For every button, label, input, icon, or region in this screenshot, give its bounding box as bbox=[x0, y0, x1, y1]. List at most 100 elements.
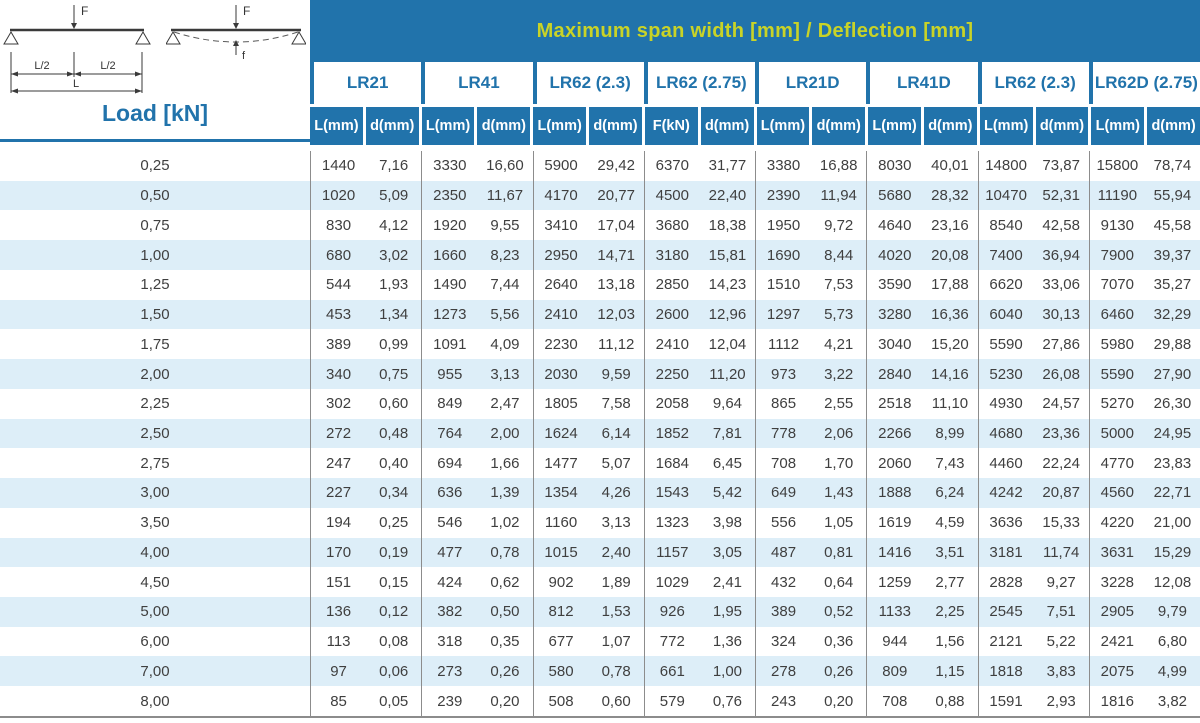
span-value-cell: 636 bbox=[437, 484, 463, 502]
value-group: 227 0,34 bbox=[310, 478, 421, 508]
value-columns-header: Maximum span width [mm] / Deflection [mm… bbox=[310, 0, 1200, 148]
value-group: 955 3,13 bbox=[421, 359, 532, 389]
deflection-value-cell: 4,99 bbox=[1157, 662, 1188, 680]
deflection-value-cell: 28,32 bbox=[931, 187, 969, 205]
value-group: 1297 5,73 bbox=[755, 299, 866, 330]
group-header-row: LR21 LR41 LR62 (2.3) LR62 (2.75) LR21D LR41D L… bbox=[310, 62, 1200, 104]
deflection-value-cell: 31,77 bbox=[708, 157, 747, 175]
span-value-cell: 772 bbox=[659, 633, 685, 651]
span-value-cell: 2250 bbox=[655, 365, 689, 383]
deflection-value-cell: 2,00 bbox=[490, 424, 520, 442]
span-value-cell: 5590 bbox=[989, 335, 1023, 353]
value-group: 1805 7,58 bbox=[532, 388, 644, 419]
span-value-cell: 453 bbox=[326, 306, 352, 324]
deflection-value-cell: 2,40 bbox=[601, 543, 631, 561]
span-value-cell: 8540 bbox=[989, 216, 1023, 234]
span-value-cell: 3380 bbox=[766, 157, 801, 175]
value-group: 7900 39,37 bbox=[1088, 240, 1200, 270]
value-group: 1510 7,53 bbox=[755, 269, 866, 300]
span-value-cell: 809 bbox=[882, 662, 908, 680]
span-value-cell: 955 bbox=[437, 365, 463, 383]
sub-header-group: L(mm) d(mm) bbox=[1091, 107, 1200, 145]
deflection-value-cell: 0,36 bbox=[824, 633, 854, 651]
deflection-value-cell: 55,94 bbox=[1153, 187, 1192, 205]
sub-header-cell: d(mm) bbox=[477, 107, 531, 145]
span-value-cell: 3330 bbox=[433, 157, 467, 175]
sub-header-cell: L(mm) bbox=[1091, 107, 1145, 145]
value-group: 382 0,50 bbox=[421, 597, 532, 627]
value-group: 2950 14,71 bbox=[532, 240, 644, 270]
value-group: 508 0,60 bbox=[532, 686, 644, 716]
column-group-label: LR62 (2.3) bbox=[977, 62, 1089, 104]
deflection-value-cell: 2,93 bbox=[1046, 692, 1076, 710]
span-value-cell: 5230 bbox=[989, 365, 1023, 383]
span-value-cell: 865 bbox=[771, 395, 797, 413]
deflection-value-cell: 27,90 bbox=[1153, 365, 1192, 383]
deflection-value-cell: 35,27 bbox=[1153, 276, 1192, 294]
value-group: 6460 32,29 bbox=[1088, 299, 1200, 330]
value-group: 4930 24,57 bbox=[977, 388, 1089, 419]
value-group: 708 0,88 bbox=[866, 686, 977, 716]
value-group: 830 4,12 bbox=[310, 210, 421, 241]
span-value-cell: 2850 bbox=[655, 276, 689, 294]
load-value-cell: 8,00 bbox=[140, 692, 170, 710]
value-group: 2350 11,67 bbox=[421, 180, 532, 211]
load-value-cell: 3,50 bbox=[140, 514, 170, 532]
value-group: 812 1,53 bbox=[532, 597, 644, 627]
column-group-label: LR62 (2.75) bbox=[643, 62, 755, 104]
span-value-cell: 1510 bbox=[766, 276, 801, 294]
span-value-cell: 136 bbox=[326, 603, 352, 621]
deflection-value-cell: 16,60 bbox=[486, 157, 524, 175]
span-value-cell: 1591 bbox=[989, 692, 1023, 710]
deflection-value-cell: 14,23 bbox=[708, 276, 747, 294]
value-group: 4460 22,24 bbox=[977, 448, 1089, 479]
value-group: 944 1,56 bbox=[866, 626, 977, 657]
deflection-value-cell: 0,81 bbox=[824, 543, 854, 561]
span-value-cell: 318 bbox=[437, 633, 463, 651]
value-group: 772 1,36 bbox=[643, 626, 755, 657]
span-value-cell: 3680 bbox=[655, 216, 689, 234]
deflection-value-cell: 42,58 bbox=[1042, 216, 1080, 234]
span-value-cell: 3636 bbox=[989, 514, 1023, 532]
value-group: 1160 3,13 bbox=[532, 507, 644, 538]
value-group: 6620 33,06 bbox=[977, 269, 1089, 300]
deflection-value-cell: 6,24 bbox=[935, 484, 965, 502]
span-value-cell: 5270 bbox=[1100, 395, 1134, 413]
value-group: 9130 45,58 bbox=[1088, 210, 1200, 241]
span-value-cell: 1619 bbox=[878, 514, 912, 532]
deflection-value-cell: 15,33 bbox=[1042, 514, 1080, 532]
value-group: 1440 7,16 bbox=[310, 151, 421, 181]
value-group: 2410 12,04 bbox=[643, 329, 755, 360]
deflection-value-cell: 15,20 bbox=[931, 335, 969, 353]
deflection-value-cell: 0,75 bbox=[379, 365, 409, 383]
span-value-cell: 4170 bbox=[544, 187, 578, 205]
load-value-cell: 5,00 bbox=[140, 603, 170, 621]
column-group-label: LR62 (2.3) bbox=[532, 62, 644, 104]
deflection-value-cell: 0,35 bbox=[490, 633, 520, 651]
value-group: 1323 3,98 bbox=[643, 507, 755, 538]
value-group: 1477 5,07 bbox=[532, 448, 644, 479]
value-group: 14800 73,87 bbox=[977, 151, 1089, 181]
span-value-cell: 2545 bbox=[989, 603, 1023, 621]
value-group: 1591 2,93 bbox=[977, 686, 1089, 716]
deflection-value-cell: 22,24 bbox=[1042, 454, 1080, 472]
column-group-label: LR41D bbox=[866, 62, 977, 104]
span-value-cell: 1816 bbox=[1100, 692, 1134, 710]
value-group: 1112 4,21 bbox=[755, 329, 866, 360]
sub-header-cell: L(mm) bbox=[533, 107, 587, 145]
deflection-value-cell: 0,20 bbox=[490, 692, 520, 710]
value-group: 302 0,60 bbox=[310, 388, 421, 419]
span-value-cell: 1440 bbox=[321, 157, 356, 175]
value-group: 2421 6,80 bbox=[1088, 626, 1200, 657]
span-value-cell: 3280 bbox=[878, 306, 912, 324]
sub-header-group: L(mm) d(mm) bbox=[310, 107, 419, 145]
sub-header-group: L(mm) d(mm) bbox=[868, 107, 977, 145]
table-body: 0,25 1440 7,16 3330 16,60 5900 29,42 6370 31,77 3… bbox=[0, 148, 1200, 716]
span-value-cell: 2058 bbox=[655, 395, 689, 413]
span-value-cell: 432 bbox=[771, 573, 797, 591]
value-group: 477 0,78 bbox=[421, 537, 532, 568]
value-group: 1015 2,40 bbox=[532, 537, 644, 568]
value-group: 1273 5,56 bbox=[421, 299, 532, 330]
span-value-cell: 2350 bbox=[433, 187, 467, 205]
span-value-cell: 2121 bbox=[989, 633, 1023, 651]
